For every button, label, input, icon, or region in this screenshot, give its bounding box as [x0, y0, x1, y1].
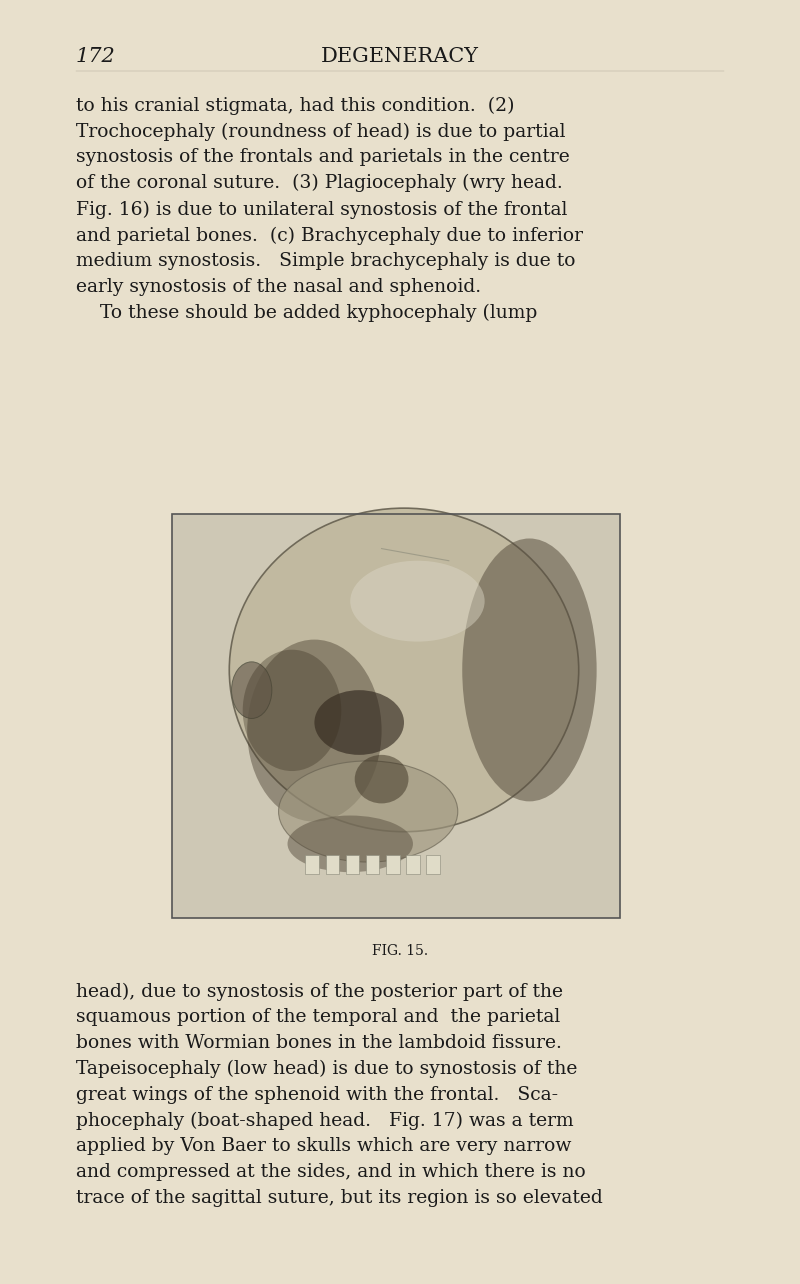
Ellipse shape: [462, 538, 597, 801]
Ellipse shape: [242, 650, 342, 770]
Ellipse shape: [287, 815, 413, 872]
Bar: [406, 855, 420, 873]
Text: DEGENERACY: DEGENERACY: [321, 48, 479, 65]
Bar: [306, 855, 319, 873]
Ellipse shape: [230, 508, 578, 832]
Text: FIG. 15.: FIG. 15.: [372, 944, 428, 958]
Bar: [172, 514, 620, 918]
Ellipse shape: [354, 755, 409, 804]
Text: 172: 172: [76, 48, 116, 65]
Bar: [366, 855, 379, 873]
Bar: [386, 855, 399, 873]
Text: head), due to synostosis of the posterior part of the
squamous portion of the te: head), due to synostosis of the posterio…: [76, 982, 602, 1207]
Bar: [172, 514, 620, 918]
Ellipse shape: [278, 761, 458, 862]
Ellipse shape: [314, 691, 404, 755]
Text: to his cranial stigmata, had this condition.  (2)
Trochocephaly (roundness of he: to his cranial stigmata, had this condit…: [76, 96, 583, 322]
Ellipse shape: [350, 561, 485, 642]
Ellipse shape: [231, 661, 272, 719]
Bar: [426, 855, 440, 873]
Bar: [346, 855, 359, 873]
Bar: [326, 855, 339, 873]
Ellipse shape: [247, 639, 382, 822]
